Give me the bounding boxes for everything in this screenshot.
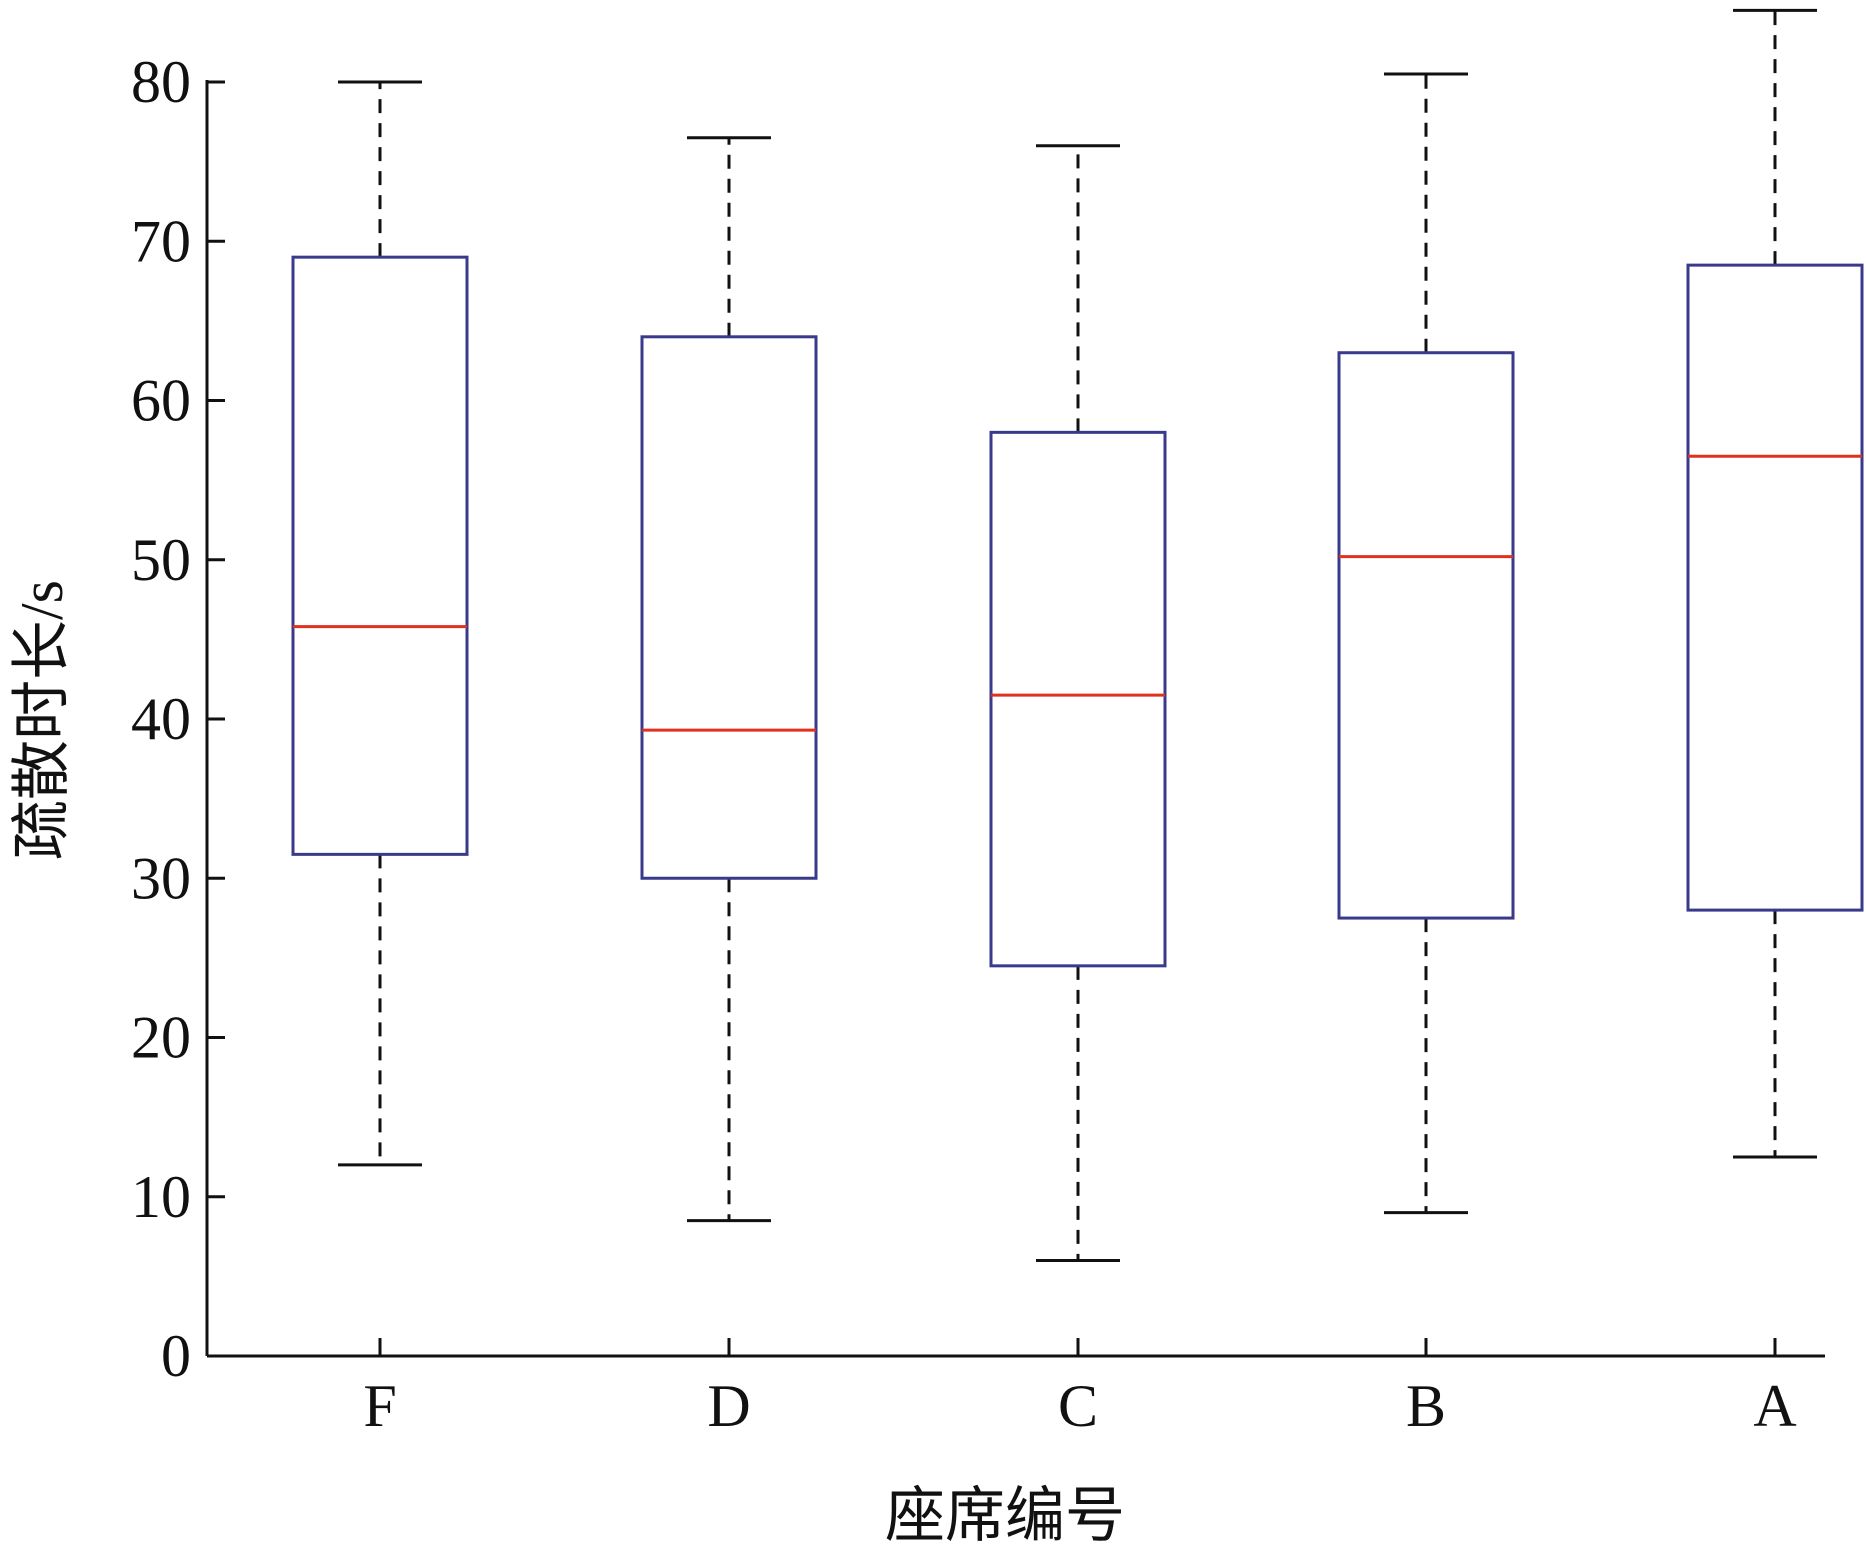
box-F [291,80,469,1167]
box-C [989,144,1167,1262]
x-tick-label: C [1058,1373,1098,1439]
y-tick-label: 80 [131,49,191,115]
y-tick-label: 70 [131,208,191,274]
iqr-box [1337,351,1515,920]
iqr-box [989,430,1167,968]
boxes-layer [291,8,1864,1262]
x-tick-label: B [1406,1373,1446,1439]
y-axis-title: 疏散时长/s [9,580,75,860]
box-A [1686,8,1864,1159]
y-tick-label: 60 [131,368,191,434]
x-tick-label: F [363,1373,396,1439]
y-tick-labels: 0 10 20 30 40 50 60 70 80 [131,49,191,1389]
x-axis-title: 座席编号 [885,1483,1125,1549]
iqr-box [291,255,469,856]
x-tick-label: D [707,1373,750,1439]
y-tick-label: 20 [131,1005,191,1071]
iqr-box [640,335,818,880]
y-tick-label: 40 [131,686,191,752]
box-B [1337,72,1515,1215]
x-tick-label: A [1753,1373,1796,1439]
box-D [640,136,818,1223]
y-tick-label: 10 [131,1164,191,1230]
axes-layer [205,80,1825,1358]
y-tick-label: 50 [131,527,191,593]
iqr-box [1686,263,1864,912]
y-tick-label: 30 [131,845,191,911]
y-tick-label: 0 [161,1323,191,1389]
